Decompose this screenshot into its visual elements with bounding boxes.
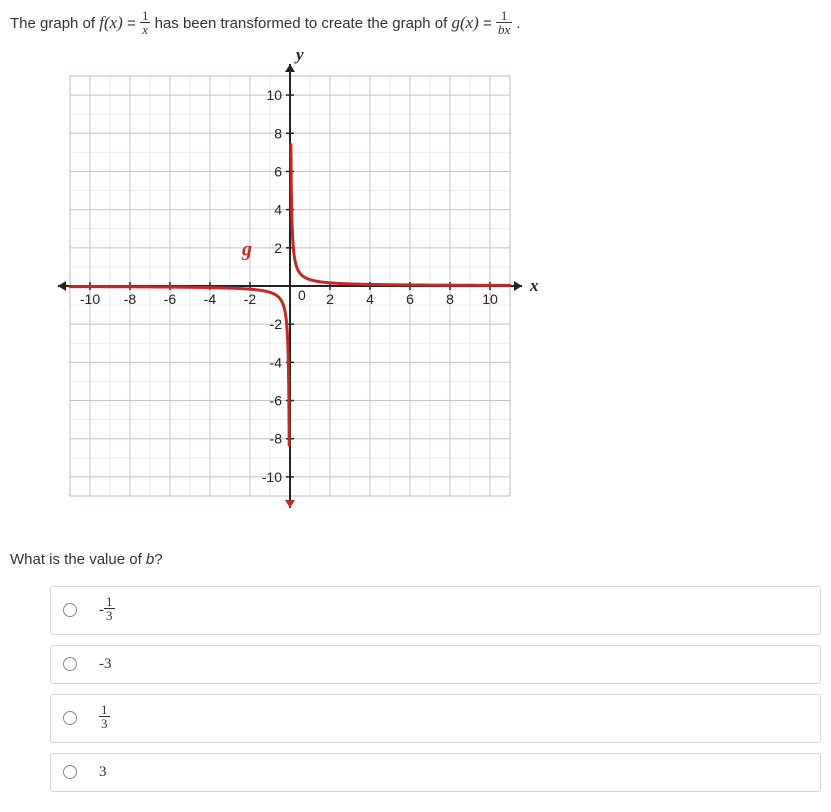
svg-text:6: 6: [406, 291, 414, 307]
svg-text:-10: -10: [80, 291, 100, 307]
svg-text:2: 2: [326, 291, 334, 307]
q-middle: has been transformed to create the graph…: [155, 15, 452, 32]
options-group: -13 -3 13 3: [10, 586, 821, 792]
svg-text:6: 6: [274, 163, 282, 179]
option-label: 13: [99, 705, 110, 732]
q-frac2-den: bx: [496, 23, 512, 36]
svg-text:y: y: [294, 46, 304, 64]
radio-icon[interactable]: [63, 765, 77, 779]
svg-text:2: 2: [274, 239, 282, 255]
svg-text:-6: -6: [270, 392, 283, 408]
question-text: The graph of f(x) = 1 x has been transfo…: [10, 10, 821, 38]
q-prefix1: The graph of: [10, 15, 99, 32]
radio-icon[interactable]: [63, 603, 77, 617]
q-fx: f(x): [99, 13, 123, 32]
svg-text:10: 10: [266, 87, 282, 103]
radio-icon[interactable]: [63, 711, 77, 725]
svg-text:8: 8: [274, 125, 282, 141]
svg-text:4: 4: [274, 201, 282, 217]
chart-svg: -10 -8 -6 -4 -2 2 4 6 8 10 10 8 6 4 2 -2 -4 -6 -8 -10 0 x y g: [40, 46, 540, 526]
q-frac2-num: 1: [496, 9, 512, 23]
subq-var: b: [146, 551, 154, 568]
sub-question: What is the value of b?: [10, 551, 821, 568]
option-0[interactable]: -13: [50, 586, 821, 635]
q-eq2: =: [483, 15, 496, 32]
option-label: 3: [99, 764, 107, 781]
svg-text:-6: -6: [164, 291, 177, 307]
svg-text:0: 0: [298, 287, 306, 303]
q-gx: g(x): [451, 13, 478, 32]
svg-text:4: 4: [366, 291, 374, 307]
q-frac1-num: 1: [140, 9, 151, 23]
option-3[interactable]: 3: [50, 753, 821, 792]
radio-icon[interactable]: [63, 657, 77, 671]
option-2[interactable]: 13: [50, 694, 821, 743]
option-label: -13: [99, 597, 115, 624]
svg-text:g: g: [241, 238, 252, 260]
svg-text:-4: -4: [204, 291, 217, 307]
q-frac1-den: x: [140, 23, 151, 36]
svg-text:-8: -8: [124, 291, 137, 307]
q-eq1: =: [127, 15, 140, 32]
option-label: -3: [99, 656, 112, 673]
chart-container: -10 -8 -6 -4 -2 2 4 6 8 10 10 8 6 4 2 -2 -4 -6 -8 -10 0 x y g: [40, 46, 821, 531]
svg-text:-10: -10: [262, 468, 282, 484]
svg-text:x: x: [529, 276, 539, 295]
svg-text:-4: -4: [270, 354, 283, 370]
q-frac1: 1 x: [140, 9, 151, 36]
option-1[interactable]: -3: [50, 645, 821, 684]
svg-text:8: 8: [446, 291, 454, 307]
svg-text:-8: -8: [270, 430, 283, 446]
q-suffix: .: [516, 15, 520, 32]
q-frac2: 1 bx: [496, 9, 512, 36]
svg-text:-2: -2: [244, 291, 257, 307]
svg-text:10: 10: [482, 291, 498, 307]
subq-suffix: ?: [154, 551, 162, 568]
subq-prefix: What is the value of: [10, 551, 146, 568]
svg-text:-2: -2: [270, 316, 283, 332]
